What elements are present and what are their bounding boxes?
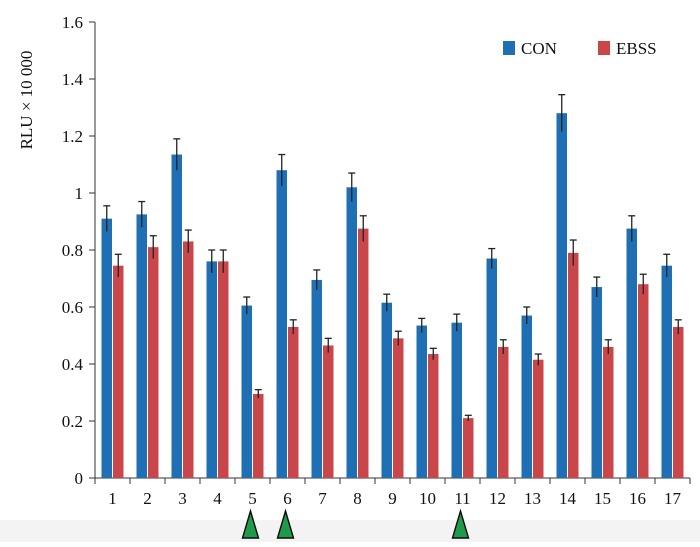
y-tick-label: 1.6 xyxy=(62,13,83,32)
x-tick-label: 1 xyxy=(108,489,117,508)
x-tick-label: 6 xyxy=(283,489,292,508)
bar-ebss-16 xyxy=(638,284,649,478)
x-tick-label: 10 xyxy=(419,489,436,508)
legend-swatch-ebss xyxy=(598,41,610,55)
bar-ebss-15 xyxy=(603,346,614,478)
bar-con-16 xyxy=(626,228,637,478)
bar-ebss-10 xyxy=(428,354,439,478)
bar-con-6 xyxy=(276,170,287,478)
bar-ebss-17 xyxy=(673,326,684,478)
x-tick-label: 14 xyxy=(559,489,577,508)
bar-ebss-9 xyxy=(393,338,404,478)
y-tick-label: 1 xyxy=(75,184,84,203)
bar-con-14 xyxy=(556,113,567,478)
bar-con-1 xyxy=(101,218,112,478)
bar-con-8 xyxy=(346,187,357,479)
y-axis-label: RLU × 10 000 xyxy=(17,51,36,150)
x-tick-label: 7 xyxy=(318,489,327,508)
bar-con-9 xyxy=(381,302,392,478)
bar-con-12 xyxy=(486,258,497,478)
x-tick-label: 16 xyxy=(629,489,646,508)
bar-ebss-11 xyxy=(463,418,474,478)
bar-con-3 xyxy=(171,154,182,478)
bar-ebss-4 xyxy=(218,261,229,478)
y-tick-label: 1.2 xyxy=(62,127,83,146)
bar-con-15 xyxy=(591,287,602,478)
bar-ebss-2 xyxy=(148,247,159,478)
x-tick-label: 2 xyxy=(143,489,152,508)
y-tick-label: 0.4 xyxy=(62,355,84,374)
bar-ebss-6 xyxy=(288,326,299,478)
y-tick-label: 1.4 xyxy=(62,70,84,89)
x-tick-label: 15 xyxy=(594,489,611,508)
x-tick-label: 11 xyxy=(454,489,470,508)
bar-ebss-13 xyxy=(533,359,544,478)
bar-ebss-12 xyxy=(498,346,509,478)
bar-ebss-3 xyxy=(183,241,194,478)
bar-ebss-1 xyxy=(113,265,124,478)
legend-label-con: CON xyxy=(521,39,557,58)
x-tick-label: 13 xyxy=(524,489,541,508)
y-tick-label: 0 xyxy=(75,469,84,488)
x-tick-label: 17 xyxy=(664,489,682,508)
bar-con-7 xyxy=(311,279,322,478)
bar-con-5 xyxy=(241,305,252,478)
bar-con-4 xyxy=(206,261,217,478)
x-tick-label: 8 xyxy=(353,489,362,508)
y-tick-label: 0.8 xyxy=(62,241,83,260)
bar-con-17 xyxy=(661,265,672,478)
x-tick-label: 5 xyxy=(248,489,257,508)
marker-triangle-11 xyxy=(451,508,470,539)
y-tick-label: 0.6 xyxy=(62,298,83,317)
x-tick-label: 12 xyxy=(489,489,506,508)
bar-con-2 xyxy=(136,214,147,478)
marker-triangle-6 xyxy=(276,508,295,539)
bar-ebss-5 xyxy=(253,393,264,478)
bar-ebss-7 xyxy=(323,345,334,478)
legend-label-ebss: EBSS xyxy=(616,39,657,58)
x-tick-label: 3 xyxy=(178,489,187,508)
bar-con-11 xyxy=(451,322,462,478)
y-tick-label: 0.2 xyxy=(62,412,83,431)
legend-swatch-con xyxy=(503,41,515,55)
bar-ebss-14 xyxy=(568,252,579,478)
x-tick-label: 9 xyxy=(388,489,397,508)
bar-con-10 xyxy=(416,325,427,478)
bar-ebss-8 xyxy=(358,228,369,478)
bottom-strip xyxy=(0,520,700,542)
bar-con-13 xyxy=(521,315,532,478)
marker-triangle-5 xyxy=(241,508,260,539)
x-tick-label: 4 xyxy=(213,489,222,508)
